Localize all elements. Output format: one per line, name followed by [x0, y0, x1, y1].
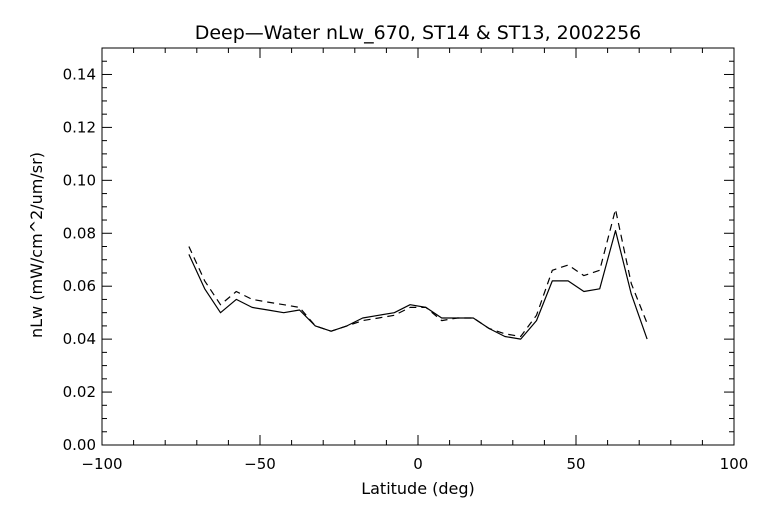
y-tick-label: 0.06 [63, 277, 96, 295]
y-tick-label: 0.00 [63, 436, 96, 454]
x-tick-label: 100 [720, 455, 749, 473]
y-tick-label: 0.10 [63, 171, 96, 189]
y-tick-label: 0.02 [63, 383, 96, 401]
x-tick-label: −100 [81, 455, 122, 473]
y-tick-label: 0.14 [63, 65, 96, 83]
y-tick-label: 0.04 [63, 330, 96, 348]
x-tick-label: 0 [413, 455, 423, 473]
y-axis-ticks: 0.00 0.02 0.04 0.06 0.08 0.10 0.12 0.14 [63, 47, 734, 454]
series-line-dashed [188, 208, 648, 338]
y-axis-label: nLw (mW/cm^2/um/sr) [27, 152, 46, 338]
y-tick-label: 0.08 [63, 224, 96, 242]
series-line-solid [188, 230, 648, 340]
plot-area [101, 47, 735, 446]
x-tick-label: −50 [244, 455, 276, 473]
x-axis-label: Latitude (deg) [361, 479, 475, 498]
chart-title: Deep—Water nLw_670, ST14 & ST13, 2002256 [195, 22, 642, 44]
series-group [188, 208, 648, 340]
y-tick-label: 0.12 [63, 118, 96, 136]
plot-frame [101, 47, 735, 446]
x-axis-ticks: −100 −50 0 50 100 [81, 48, 748, 473]
x-tick-label: 50 [566, 455, 585, 473]
